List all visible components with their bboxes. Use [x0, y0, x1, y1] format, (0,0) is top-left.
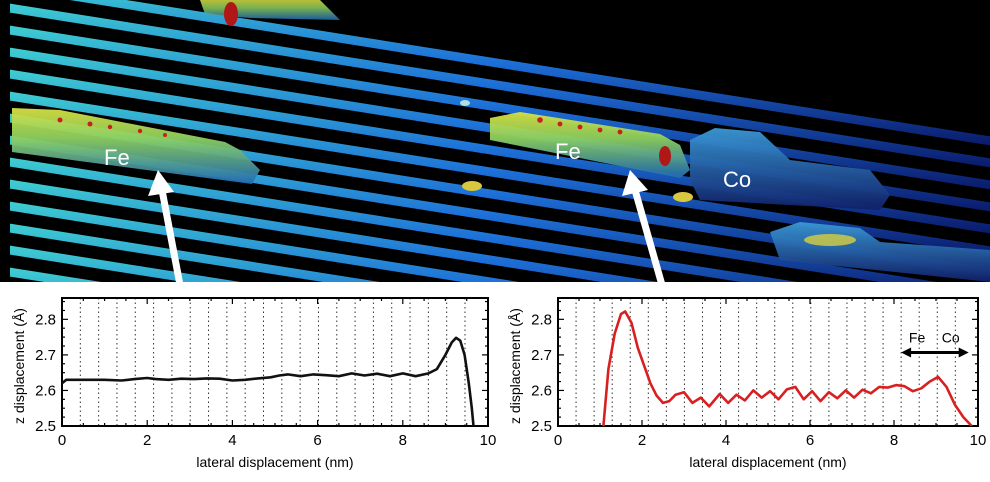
y-axis-label: z displacement (Å) — [11, 308, 27, 424]
arrow-right — [622, 170, 666, 286]
arrow-left — [148, 170, 184, 286]
adatom-1 — [462, 181, 482, 191]
atomic-row-stripe — [10, 2, 990, 168]
x-axis-label: lateral displacement (nm) — [196, 454, 353, 470]
x-tick-label: 10 — [970, 432, 987, 449]
atomic-row-stripe — [10, 200, 990, 282]
x-axis-label: lateral displacement (nm) — [689, 454, 846, 470]
x-tick-label: 0 — [58, 432, 66, 449]
fe-island-left — [12, 108, 260, 184]
y-axis-label: z displacement (Å) — [507, 308, 523, 424]
atomic-row-stripe — [10, 222, 990, 282]
y-tick-label: 2.8 — [35, 311, 56, 328]
x-tick-label: 6 — [806, 432, 814, 449]
island-top-hotspot — [224, 2, 238, 26]
island-bottom-right-top — [804, 234, 856, 246]
atomic-row-stripe — [10, 266, 990, 282]
x-tick-label: 2 — [143, 432, 151, 449]
y-tick-label: 2.5 — [35, 418, 56, 435]
plot-frame — [61, 297, 489, 427]
y-tick-label: 2.7 — [531, 347, 552, 364]
series-line — [62, 336, 475, 426]
atomic-row-stripe — [10, 112, 990, 278]
y-tick-label: 2.7 — [35, 347, 56, 364]
annotation-fe: Fe — [909, 329, 926, 345]
series-line — [602, 310, 973, 426]
adatom-3 — [460, 100, 470, 106]
fe-island-left-hotspots — [57, 117, 167, 137]
x-tick-label: 10 — [480, 432, 497, 449]
chart-right: 0 2 4 6 8 10 2.5 2.6 2.7 2.8 lateral displacement … — [507, 297, 987, 470]
x-tick-label: 4 — [228, 432, 236, 449]
y-tick-label: 2.8 — [531, 311, 552, 328]
label-fe-left: Fe — [104, 145, 130, 170]
y-tick-label: 2.6 — [531, 382, 552, 399]
x-tick-label: 8 — [399, 432, 407, 449]
atomic-row-stripe — [0, 288, 990, 453]
co-island — [690, 128, 890, 210]
label-fe-right: Fe — [555, 139, 581, 164]
annotation-arrowhead-left — [901, 347, 912, 358]
atomic-row-stripe — [10, 90, 990, 256]
chart-left: 0 2 4 6 8 10 2.5 2.6 2.7 2.8 lateral displacement … — [11, 297, 497, 470]
x-tick-label: 8 — [890, 432, 898, 449]
fe-island-right-hotspots — [537, 117, 671, 166]
atomic-row-stripe — [10, 156, 990, 282]
annotation-co: Co — [942, 329, 960, 345]
y-tick-label: 2.5 — [531, 418, 552, 435]
y-tick-label: 2.6 — [35, 382, 56, 399]
fe-island-right — [490, 112, 690, 178]
x-tick-label: 4 — [722, 432, 730, 449]
adatom-2 — [673, 192, 693, 202]
x-tick-label: 6 — [313, 432, 321, 449]
x-tick-label: 2 — [638, 432, 646, 449]
x-tick-label: 0 — [554, 432, 562, 449]
atomic-row-stripe — [10, 178, 990, 282]
atomic-row-stripe — [10, 0, 990, 146]
label-co: Co — [723, 167, 751, 192]
annotation-arrowhead-right — [958, 347, 969, 358]
